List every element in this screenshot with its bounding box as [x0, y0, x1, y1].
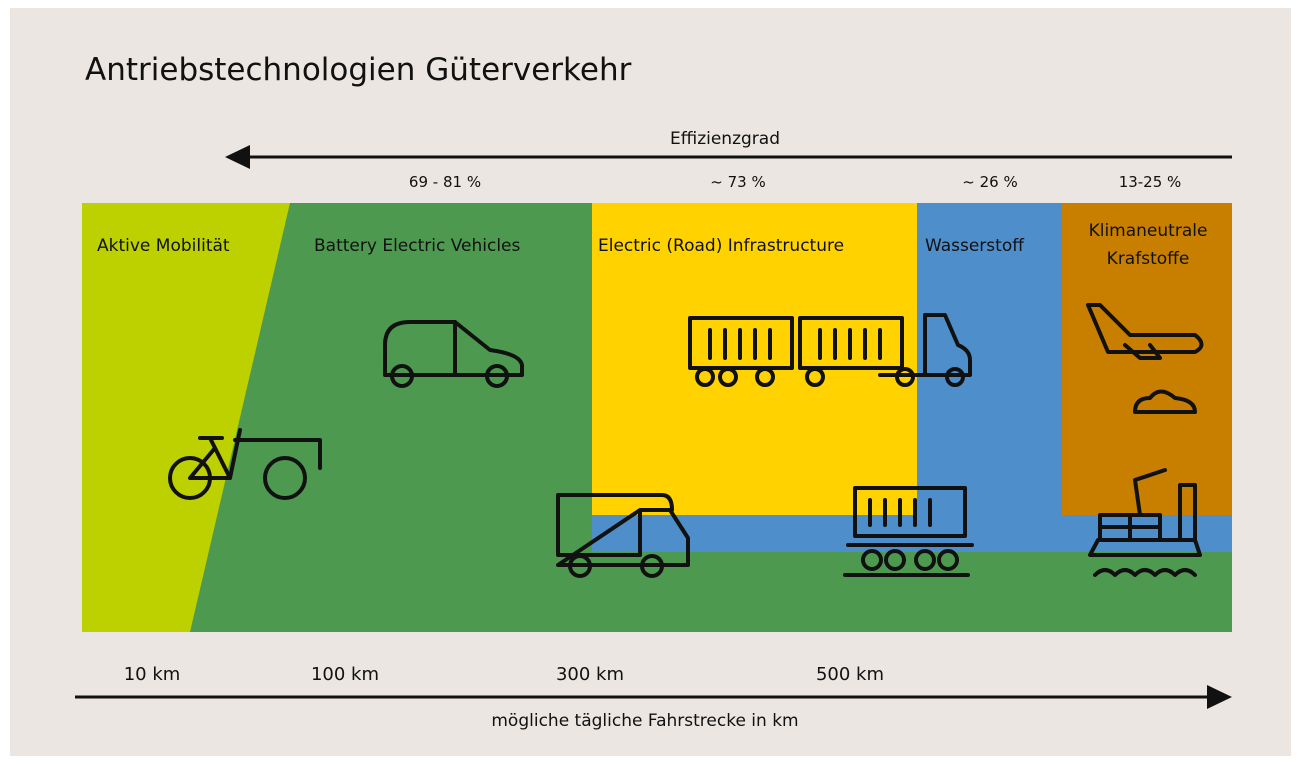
icon-truck [556, 493, 690, 578]
zone-label: Electric (Road) Infrastructure [598, 236, 844, 256]
efficiency-value: 13-25 % [1119, 173, 1182, 191]
zone-label: Klimaneutrale [1089, 221, 1208, 241]
icon-ship [1088, 468, 1202, 577]
distance-tick: 300 km [556, 664, 624, 685]
efficiency-label: Effizienzgrad [670, 129, 780, 149]
zone-label: Aktive Mobilität [97, 236, 230, 256]
distance-tick: 10 km [124, 664, 181, 685]
arrow-head [1207, 685, 1232, 709]
zone-label: Battery Electric Vehicles [314, 236, 521, 256]
efficiency-value: ~ 26 % [962, 173, 1017, 191]
icon-cloud [1133, 389, 1197, 414]
icon-rail [843, 486, 974, 577]
distance-tick: 500 km [816, 664, 884, 685]
distance-label: mögliche tägliche Fahrstrecke in km [491, 711, 798, 731]
efficiency-value: 69 - 81 % [409, 173, 481, 191]
icon-truck-train [688, 313, 972, 387]
title: Antriebstechnologien Güterverkehr [85, 52, 632, 88]
arrow-head [225, 145, 250, 169]
zone-label: Krafstoffe [1107, 249, 1190, 269]
icon-cargo-bike [168, 428, 322, 500]
efficiency-value: ~ 73 % [710, 173, 765, 191]
icon-van [383, 320, 524, 388]
zone-label: Wasserstoff [925, 236, 1025, 256]
icon-plane [1086, 303, 1204, 360]
distance-tick: 100 km [311, 664, 379, 685]
zone-active [82, 203, 290, 632]
